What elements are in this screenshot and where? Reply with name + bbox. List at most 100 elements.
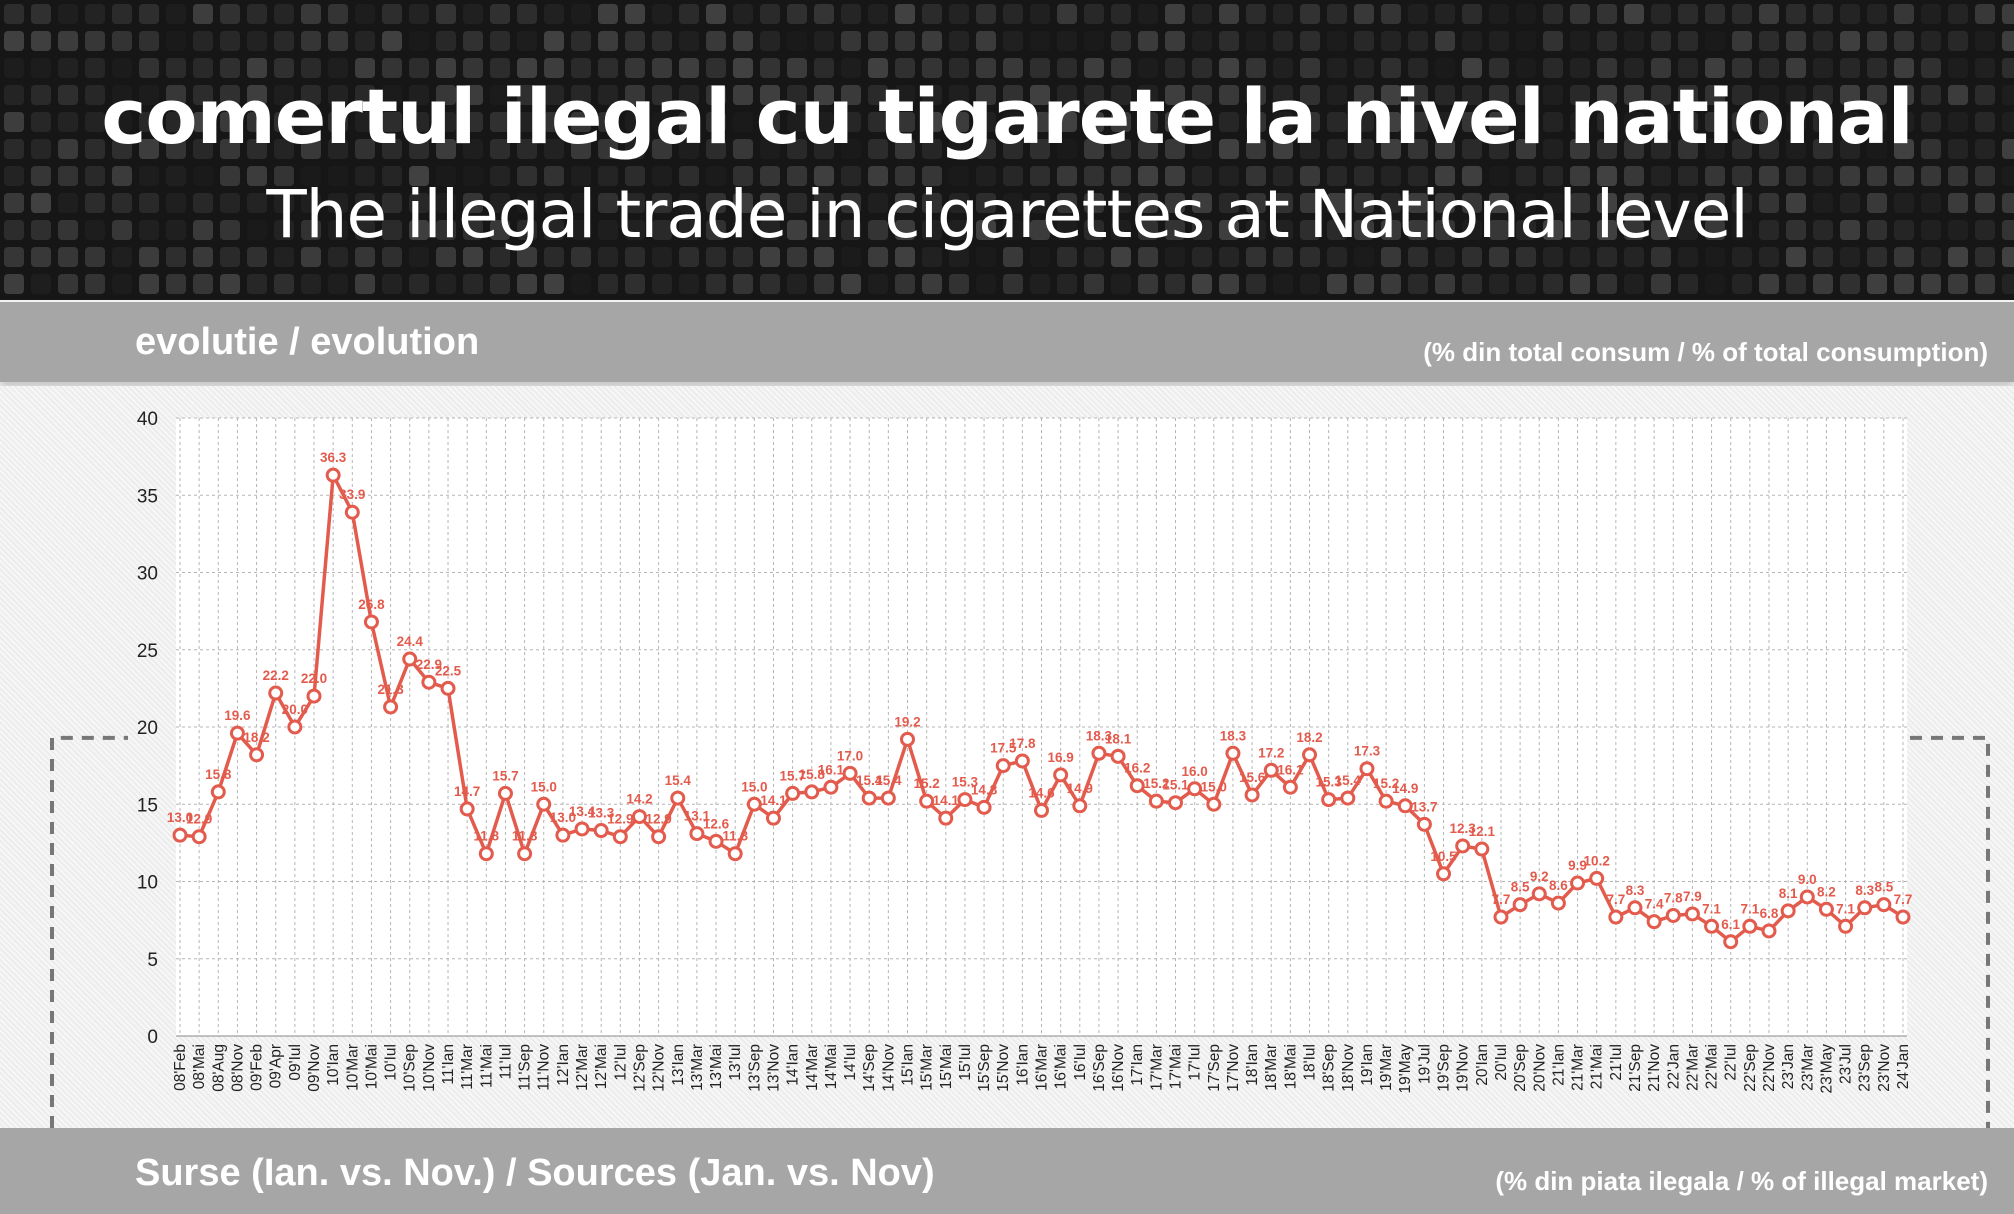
data-label: 14.8: [971, 782, 998, 797]
data-label: 15.1: [1162, 778, 1189, 793]
data-label: 15.8: [205, 767, 232, 782]
data-label: 7.8: [1664, 890, 1683, 905]
data-point: [1340, 790, 1356, 806]
data-label: 12.9: [607, 812, 633, 827]
data-point: [612, 829, 628, 845]
data-label: 10.5: [1430, 849, 1457, 864]
x-tick-label: 17'Iul: [1187, 1044, 1204, 1081]
data-point: [861, 790, 877, 806]
data-point: [1110, 748, 1126, 764]
x-tick-label: 09'Nov: [306, 1044, 323, 1092]
x-tick-label: 14'Nov: [880, 1044, 897, 1092]
data-label: 10.2: [1584, 853, 1610, 868]
x-tick-label: 12'Mai: [593, 1044, 610, 1089]
data-label: 15.4: [665, 773, 692, 788]
data-point: [1225, 745, 1241, 761]
y-tick-label: 25: [137, 641, 158, 662]
page-title: comertul ilegal cu tigarete la nivel nat…: [101, 72, 1913, 161]
data-label: 15.6: [1239, 770, 1266, 785]
data-point: [1799, 889, 1815, 905]
section-bar-evolution: evolutie / evolution (% din total consum…: [0, 302, 2014, 382]
data-point: [957, 792, 973, 808]
data-point: [1895, 909, 1911, 925]
x-tick-label: 12'Mar: [574, 1044, 591, 1091]
data-label: 11.8: [722, 829, 748, 844]
chart-area: 0 5 10 15 20 25 30 35 40 08'Feb 08'Mai 08'Aug 08'Nov…: [0, 386, 2014, 1128]
data-point: [536, 796, 552, 812]
data-point: [1704, 918, 1720, 934]
x-tick-label: 12'Sep: [631, 1044, 648, 1092]
data-point: [229, 725, 245, 741]
data-label: 18.1: [1105, 731, 1132, 746]
y-tick-label: 10: [137, 873, 158, 894]
x-tick-label: 16'Mai: [1053, 1044, 1070, 1089]
x-tick-label: 23'Nov: [1876, 1044, 1893, 1092]
data-point: [1244, 787, 1260, 803]
data-point: [1187, 781, 1203, 797]
data-label: 11.8: [512, 829, 538, 844]
x-tick-label: 10'Ian: [325, 1044, 342, 1086]
data-point: [478, 846, 494, 862]
x-tick-label: 17'Sep: [1206, 1044, 1223, 1092]
data-point: [995, 758, 1011, 774]
x-tick-label: 17'Nov: [1225, 1044, 1242, 1092]
data-label: 26.8: [358, 597, 385, 612]
data-label: 8.2: [1817, 884, 1836, 899]
data-point: [210, 784, 226, 800]
data-point: [1436, 866, 1452, 882]
data-point: [1761, 923, 1777, 939]
data-label: 7.4: [1645, 897, 1664, 912]
data-label: 15.4: [856, 773, 883, 788]
x-tick-label: 17'Mai: [1168, 1044, 1185, 1089]
data-point: [1838, 918, 1854, 934]
x-tick-label: 21'Ian: [1550, 1044, 1567, 1086]
x-tick-label: 10'Mar: [344, 1044, 361, 1091]
data-point: [1263, 762, 1279, 778]
data-point: [421, 674, 437, 690]
data-label: 8.5: [1874, 880, 1893, 895]
data-point: [440, 680, 456, 696]
x-tick-label: 11'Ian: [440, 1044, 457, 1085]
x-tick-label: 20'Iul: [1493, 1044, 1510, 1081]
data-point: [593, 823, 609, 839]
data-label: 15.2: [1143, 776, 1169, 791]
data-label: 15.4: [1335, 773, 1362, 788]
x-tick-label: 10'Mai: [363, 1044, 380, 1089]
x-tick-label: 13'Sep: [746, 1044, 763, 1092]
data-label: 13.0: [167, 810, 193, 825]
data-label: 7.1: [1740, 901, 1759, 916]
data-point: [287, 719, 303, 735]
data-label: 14.9: [1067, 781, 1093, 796]
data-label: 17.2: [1258, 745, 1284, 760]
data-point: [1014, 753, 1030, 769]
x-tick-label: 16'Nov: [1110, 1044, 1127, 1092]
x-tick-label: 23'Jan: [1780, 1044, 1797, 1089]
data-point: [1627, 900, 1643, 916]
x-tick-label: 20'Sep: [1512, 1044, 1529, 1092]
data-label: 11.8: [474, 829, 500, 844]
x-tick-label: 19'Sep: [1436, 1044, 1453, 1092]
x-tick-label: 13'Mar: [689, 1044, 706, 1091]
x-tick-label: 18'Iul: [1302, 1044, 1319, 1081]
data-label: 19.2: [894, 714, 920, 729]
x-tick-label: 18'Mai: [1282, 1044, 1299, 1089]
x-tick-label: 23'May: [1818, 1044, 1835, 1094]
data-label: 15.0: [531, 779, 557, 794]
x-tick-label: 12'Iul: [612, 1044, 629, 1081]
data-point: [1053, 767, 1069, 783]
data-point: [842, 765, 858, 781]
data-label: 14.1: [933, 793, 960, 808]
section-bar-sources: Surse (Ian. vs. Nov.) / Sources (Jan. vs…: [0, 1128, 2014, 1214]
data-point: [823, 779, 839, 795]
data-label: 17.5: [990, 741, 1017, 756]
data-point: [1742, 918, 1758, 934]
data-point: [631, 809, 647, 825]
x-tick-label: 11'Mai: [478, 1044, 495, 1088]
data-point: [651, 829, 667, 845]
data-label: 7.1: [1836, 901, 1855, 916]
x-tick-label: 15'Nov: [995, 1044, 1012, 1092]
data-point: [1665, 907, 1681, 923]
data-label: 14.7: [454, 784, 480, 799]
data-point: [746, 796, 762, 812]
x-tick-label: 08'Mai: [191, 1044, 208, 1089]
